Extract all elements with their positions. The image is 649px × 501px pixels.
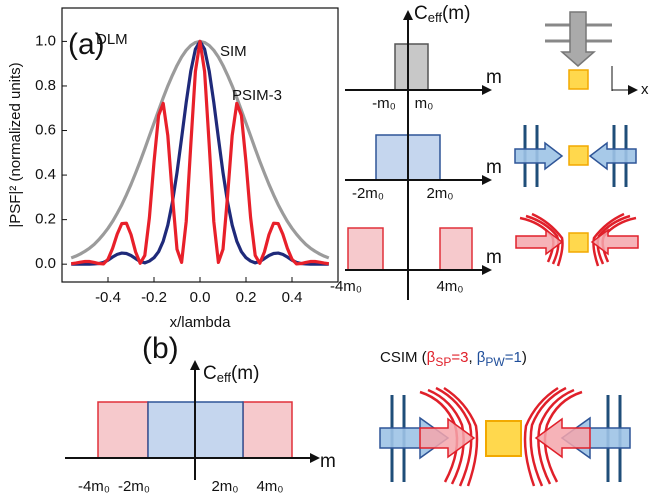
text: eff [428, 10, 443, 25]
tick-label: 4m₀ [436, 278, 463, 295]
tick-label: -4m₀ [330, 278, 362, 295]
panel-label: (b) [142, 332, 179, 365]
text: ) [522, 349, 527, 366]
arrow [515, 228, 564, 256]
text: C [203, 363, 217, 384]
panel-label: (a) [68, 28, 105, 61]
axis-label: m [320, 451, 336, 472]
arrow [419, 417, 476, 459]
series-line [70, 39, 330, 266]
x-tick-label: 0.2 [236, 289, 257, 306]
y-tick-label: 0.2 [35, 211, 56, 228]
tick-label: -4m₀ [78, 478, 110, 495]
csim-title: CSIM (βSP=3, βPW=1) [380, 349, 527, 369]
arrow [560, 11, 596, 67]
ceff-sp [97, 401, 149, 459]
illumination-icons: x [514, 11, 649, 267]
tick-label: -m₀ [372, 95, 396, 112]
arrow [534, 417, 591, 459]
series-line [70, 39, 330, 260]
plasmon-waves [419, 386, 583, 487]
tick-label: 2m₀ [426, 185, 453, 202]
axis-label: m [486, 157, 502, 178]
sample [568, 69, 589, 90]
arrow [588, 141, 637, 171]
text: =3 [451, 349, 468, 366]
ceff-psim [347, 227, 384, 271]
y-tick-label: 0.4 [35, 166, 56, 183]
x-tick-label: 0.0 [190, 289, 211, 306]
tick-label: 4m₀ [256, 478, 283, 495]
tick-label: m₀ [415, 95, 434, 112]
ceff-sp [242, 401, 293, 459]
axis-label: m [486, 247, 502, 268]
tick-label: 2m₀ [211, 478, 238, 495]
ceff-psim [439, 227, 473, 271]
text: C [414, 3, 428, 24]
text: β [477, 349, 486, 366]
text: eff [217, 370, 232, 385]
text: (m) [231, 363, 259, 384]
text: β [427, 349, 436, 366]
x-axis-label: x/lambda [170, 314, 232, 331]
text: CSIM ( [380, 349, 427, 366]
x-tick-label: 0.4 [282, 289, 303, 306]
text: , [468, 349, 476, 366]
axis-label: Ceff(m) [414, 3, 470, 25]
x-tick-label: -0.4 [95, 289, 121, 306]
ceff-combined: Ceff(m) m -4m₀ -2m₀ 2m₀ 4m₀ [65, 360, 336, 495]
arrow [590, 228, 639, 256]
y-tick-label: 1.0 [35, 32, 56, 49]
text: PW [485, 355, 505, 369]
axis-label: Ceff(m) [203, 363, 259, 385]
series-line [71, 39, 329, 266]
psf-plot: -0.4 -0.2 0.0 0.2 0.4 0.0 0.2 0.4 0.6 0.8 1.0 DLM SI… [35, 7, 339, 306]
text: (m) [442, 3, 470, 24]
series-label: PSIM-3 [232, 87, 282, 104]
y-tick-label: 0.6 [35, 121, 56, 138]
series-label: SIM [220, 43, 247, 60]
tick-label: -2m₀ [352, 185, 384, 202]
series-label: DLM [96, 31, 128, 48]
y-axis-label: |PSF|² (normalized units) [7, 62, 24, 227]
ceff-diagrams: Ceff(m) m m m -m₀ m₀ -2m₀ 2m₀ -4m₀ 4m₀ [330, 3, 502, 300]
y-tick-label: 0.0 [35, 255, 56, 272]
ceff-dlm [394, 43, 429, 91]
tick-label: -2m₀ [118, 478, 150, 495]
text: =1 [505, 349, 522, 366]
csim-icon [379, 386, 631, 487]
text: SP [435, 355, 451, 369]
y-tick-label: 0.8 [35, 77, 56, 94]
axis-label: m [486, 67, 502, 88]
arrow [514, 141, 564, 171]
sample [485, 420, 522, 457]
sample [568, 145, 589, 166]
x-tick-label: -0.2 [141, 289, 167, 306]
sample [568, 232, 589, 253]
coord-label: x [641, 81, 649, 98]
